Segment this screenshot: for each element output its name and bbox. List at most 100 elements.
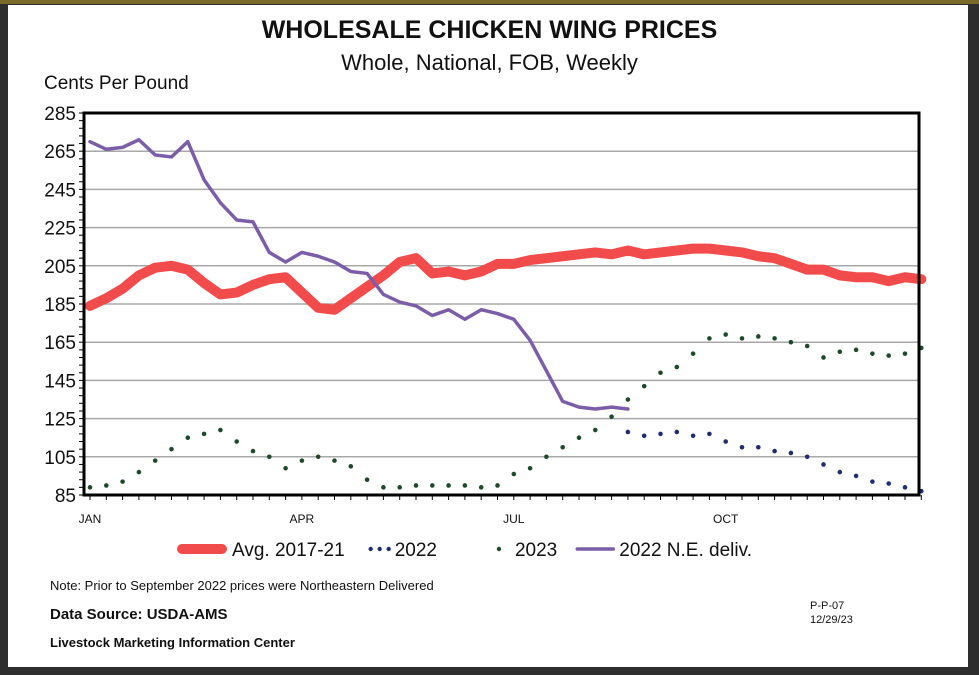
data-point-2023 — [299, 458, 305, 463]
data-point-2023 — [576, 435, 582, 441]
data-point-2023 — [120, 479, 125, 484]
y-tick-label: 125 — [44, 410, 76, 431]
chart-date: 12/29/23 — [810, 614, 853, 626]
y-axis-label: Cents Per Pound — [44, 73, 189, 94]
data-point-2023 — [250, 448, 256, 454]
data-point-2022 — [870, 479, 875, 484]
data-point-2022 — [641, 433, 647, 439]
data-point-2022 — [674, 429, 680, 435]
x-tick-label: APR — [290, 512, 315, 526]
data-point-2022 — [788, 450, 794, 456]
y-tick-label: 245 — [44, 180, 76, 201]
series-line-Avg-2017-21 — [85, 243, 927, 315]
data-point-2023 — [87, 485, 93, 490]
data-point-2023 — [723, 332, 728, 337]
organization: Livestock Marketing Information Center — [50, 635, 295, 650]
data-point-2023 — [495, 483, 500, 488]
data-point-2022 — [853, 473, 859, 479]
data-point-2023 — [870, 351, 875, 356]
data-point-2023 — [772, 336, 777, 341]
y-tick-label: 145 — [44, 371, 76, 392]
data-point-2023 — [641, 383, 647, 389]
x-tick-label: JAN — [79, 512, 102, 526]
data-point-2023 — [902, 351, 908, 356]
data-point-2022 — [658, 431, 663, 437]
data-point-2022 — [690, 433, 696, 439]
data-point-2023 — [837, 349, 843, 355]
data-point-2023 — [364, 477, 370, 483]
legend-label: 2022 N.E. deliv. — [619, 540, 752, 561]
data-point-2023 — [511, 471, 517, 477]
data-point-2023 — [788, 339, 794, 345]
data-point-2022 — [804, 454, 810, 460]
data-point-2023 — [690, 351, 696, 356]
data-point-2023 — [136, 469, 142, 475]
data-point-2023 — [756, 334, 761, 339]
data-point-2023 — [201, 431, 207, 437]
data-point-2022 — [625, 429, 631, 435]
footnote: Note: Prior to September 2022 prices wer… — [50, 578, 434, 593]
y-tick-label: 285 — [44, 104, 76, 125]
legend-label: Avg. 2017-21 — [232, 540, 345, 561]
data-point-2023 — [348, 464, 354, 469]
data-point-2022 — [707, 431, 712, 437]
legend-swatch — [368, 546, 373, 552]
legend-label: 2022 — [395, 540, 437, 561]
data-point-2023 — [821, 355, 826, 360]
data-point-2023 — [413, 483, 419, 488]
data-point-2023 — [544, 454, 549, 460]
data-point-2023 — [674, 364, 680, 370]
legend-swatch — [377, 546, 382, 552]
data-point-2023 — [707, 336, 712, 341]
data-point-2023 — [267, 454, 272, 460]
data-point-2022 — [902, 485, 908, 490]
data-point-2023 — [332, 458, 337, 463]
data-point-2023 — [804, 343, 810, 349]
data-point-2023 — [593, 427, 598, 433]
data-point-2023 — [527, 465, 533, 471]
data-point-2023 — [234, 439, 239, 444]
data-point-2023 — [462, 483, 468, 488]
data-point-2023 — [886, 353, 891, 358]
chart-code: P-P-07 — [810, 600, 845, 612]
data-point-2023 — [478, 485, 484, 490]
plot-border — [82, 111, 921, 497]
data-point-2023 — [152, 458, 158, 463]
data-point-2022 — [837, 469, 843, 475]
window-top-bar — [0, 0, 979, 4]
data-point-2022 — [756, 444, 761, 450]
data-point-2023 — [169, 446, 174, 452]
data-point-2022 — [739, 444, 745, 450]
legend-swatch — [496, 546, 502, 552]
data-point-2023 — [739, 336, 745, 341]
data-point-2023 — [104, 483, 109, 488]
data-point-2022 — [821, 462, 826, 467]
y-tick-label: 205 — [44, 257, 76, 278]
data-point-2023 — [625, 397, 631, 402]
data-point-2023 — [185, 435, 191, 441]
y-tick-label: 85 — [55, 486, 76, 507]
y-tick-label: 265 — [44, 142, 76, 163]
data-point-2023 — [658, 370, 663, 376]
legend-swatch — [386, 546, 391, 552]
y-tick-label: 165 — [44, 333, 76, 354]
data-point-2023 — [560, 444, 565, 450]
data-source: Data Source: USDA-AMS — [50, 606, 228, 623]
y-tick-label: 225 — [44, 219, 76, 240]
data-point-2023 — [853, 347, 859, 353]
data-point-2023 — [430, 483, 435, 488]
data-point-2023 — [446, 483, 451, 488]
data-point-2022 — [723, 439, 728, 444]
data-point-2023 — [381, 485, 386, 490]
data-point-2022 — [886, 481, 891, 486]
chart-subtitle: Whole, National, FOB, Weekly — [341, 50, 638, 75]
data-point-2023 — [397, 485, 403, 490]
data-point-2022 — [772, 448, 777, 454]
x-tick-label: OCT — [713, 512, 739, 526]
data-point-2023 — [609, 414, 614, 419]
data-point-2023 — [218, 427, 223, 433]
legend-label: 2023 — [515, 540, 557, 561]
data-point-2023 — [315, 454, 321, 460]
x-tick-label: JUL — [503, 512, 525, 526]
